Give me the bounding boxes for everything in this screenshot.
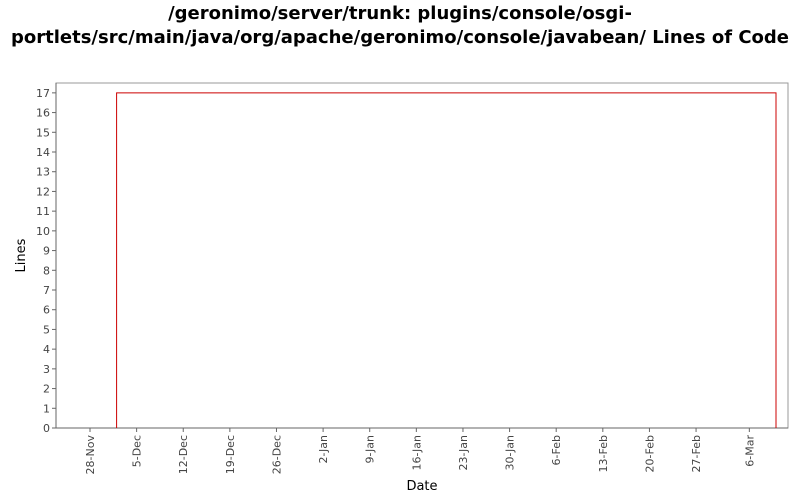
y-tick-label: 3 [43,363,50,376]
x-tick-label: 30-Jan [504,435,517,471]
x-tick-label: 6-Mar [743,435,756,467]
y-tick-label: 11 [36,205,50,218]
x-tick-label: 23-Jan [457,435,470,471]
plot-area [55,82,789,429]
series-layer [116,92,777,428]
y-tick-label: 7 [43,284,50,297]
y-tick-label: 5 [43,323,50,336]
y-tick-label: 10 [36,225,50,238]
chart-title: /geronimo/server/trunk: plugins/console/… [11,3,789,48]
y-tick-label: 17 [36,87,50,100]
x-tick-label: 19-Dec [224,435,237,474]
y-tick-label: 15 [36,126,50,139]
x-tick-label: 13-Feb [597,435,610,472]
x-tick-label: 27-Feb [690,435,703,472]
x-tick-label: 6-Feb [550,435,563,465]
y-tick-label: 16 [36,107,50,120]
x-tick-label: 28-Nov [84,435,97,475]
x-tick-label: 16-Jan [410,435,423,471]
x-tick-label: 26-Dec [270,435,283,474]
y-tick-label: 4 [43,343,50,356]
x-tick-label: 9-Jan [364,435,377,464]
y-tick-label: 12 [36,185,50,198]
x-tick-label: 20-Feb [643,435,656,472]
y-tick-label: 8 [43,264,50,277]
y-tick-label: 6 [43,304,50,317]
x-axis-label: Date [406,479,437,494]
y-tick-label: 1 [43,402,50,415]
y-tick-label: 14 [36,146,50,159]
y-tick-label: 0 [43,422,50,435]
x-tick-label: 12-Dec [177,435,190,474]
y-tick-label: 9 [43,245,50,258]
x-axis: 28-Nov 5-Dec 12-Dec 19-Dec 26-Dec 2-Jan 9-Jan 1… [56,427,788,475]
y-tick-label: 13 [36,166,50,179]
x-tick-label: 5-Dec [131,435,144,467]
x-tick-label: 2-Jan [317,435,330,464]
series-line [116,92,777,428]
y-tick-label: 2 [43,383,50,396]
y-axis-label: Lines [14,238,29,272]
